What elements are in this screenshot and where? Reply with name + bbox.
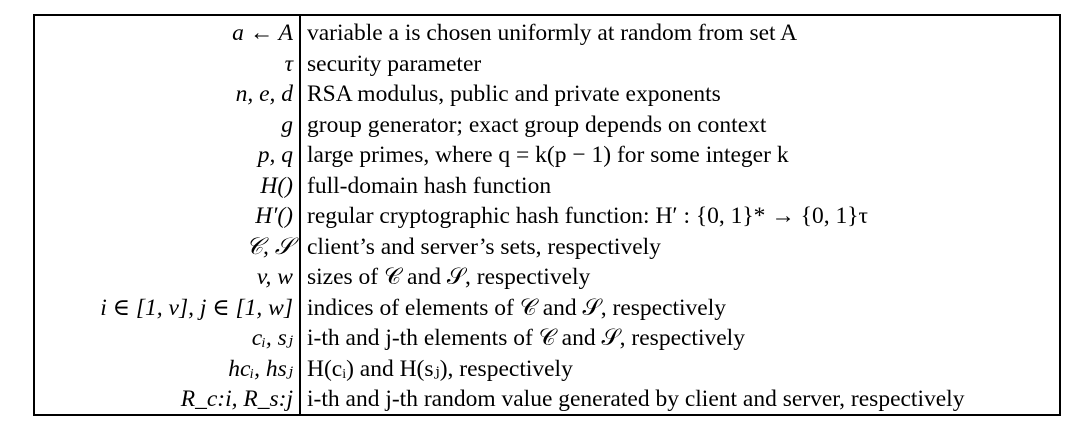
symbol-cell: H′() [255, 203, 293, 229]
description-cell: variable a is chosen uniformly at random… [307, 20, 798, 46]
table-row: hcᵢ, hsⱼ H(cᵢ) and H(sⱼ), respectively [35, 354, 1059, 385]
description-cell: RSA modulus, public and private exponent… [307, 81, 721, 107]
column-divider [299, 16, 301, 414]
description-cell: security parameter [307, 50, 482, 77]
description-cell: regular cryptographic hash function: H′ … [307, 203, 868, 229]
table-row: 𝒞, 𝒮 client’s and server’s sets, respect… [35, 232, 1059, 263]
symbol-cell: R_c:i, R_s:j [180, 386, 293, 412]
table-row: p, q large primes, where q = k(p − 1) fo… [35, 140, 1059, 171]
description-cell: i-th and j-th random value generated by … [307, 386, 965, 412]
description-cell: sizes of 𝒞 and 𝒮, respectively [307, 264, 591, 290]
table-row: H′() regular cryptographic hash function… [35, 201, 1059, 232]
description-cell: i-th and j-th elements of 𝒞 and 𝒮, respe… [307, 325, 745, 351]
table-row: τ security parameter [35, 49, 1059, 80]
notation-table: a ← A variable a is chosen uniformly at … [33, 14, 1061, 416]
table-row: v, w sizes of 𝒞 and 𝒮, respectively [35, 262, 1059, 293]
table-row: g group generator; exact group depends o… [35, 110, 1059, 141]
symbol-cell: p, q [257, 142, 293, 168]
table-row: a ← A variable a is chosen uniformly at … [35, 18, 1059, 49]
symbol-cell: H() [260, 172, 293, 199]
table-row: H() full-domain hash function [35, 171, 1059, 202]
table-row: i ∈ [1, v], j ∈ [1, w] indices of elemen… [35, 293, 1059, 324]
table-row: n, e, d RSA modulus, public and private … [35, 79, 1059, 110]
symbol-cell: n, e, d [235, 81, 293, 107]
symbol-cell: cᵢ, sⱼ [251, 325, 293, 351]
symbol-cell: v, w [256, 264, 293, 290]
symbol-cell: hcᵢ, hsⱼ [228, 355, 293, 382]
symbol-cell: i ∈ [1, v], j ∈ [1, w] [100, 294, 293, 321]
symbol-cell: 𝒞, 𝒮 [245, 233, 293, 260]
description-cell: H(cᵢ) and H(sⱼ), respectively [307, 355, 573, 382]
description-cell: client’s and server’s sets, respectively [307, 233, 661, 260]
description-cell: large primes, where q = k(p − 1) for som… [307, 142, 789, 168]
description-cell: group generator; exact group depends on … [307, 111, 767, 138]
table-row: R_c:i, R_s:j i-th and j-th random value … [35, 384, 1059, 415]
description-cell: indices of elements of 𝒞 and 𝒮, respecti… [307, 294, 727, 321]
symbol-cell: g [281, 111, 293, 138]
description-cell: full-domain hash function [307, 172, 552, 199]
symbol-cell: a ← A [232, 20, 293, 46]
symbol-cell: τ [284, 50, 293, 77]
table-row: cᵢ, sⱼ i-th and j-th elements of 𝒞 and 𝒮… [35, 323, 1059, 354]
